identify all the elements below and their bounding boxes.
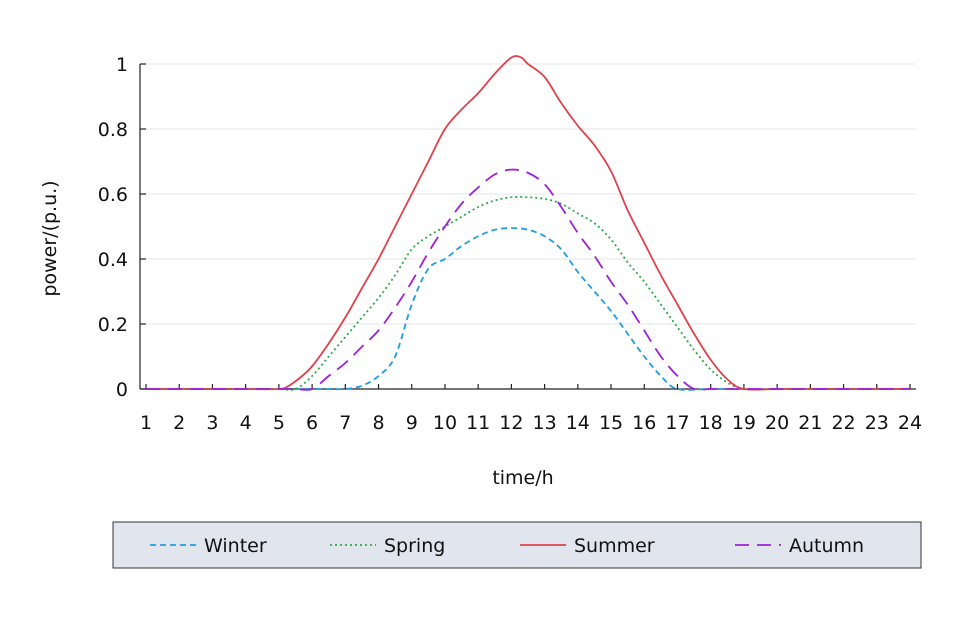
x-tick-label: 8	[372, 412, 384, 434]
x-tick-label: 2	[173, 412, 185, 434]
series-line-autumn	[146, 168, 910, 391]
axes	[139, 63, 916, 390]
legend-label-autumn: Autumn	[789, 535, 864, 557]
x-tick-label: 14	[566, 412, 590, 434]
series-line-summer	[146, 55, 910, 391]
x-tick-label: 1	[140, 412, 152, 434]
y-tick-label: 0	[116, 379, 128, 401]
legend-label-spring: Spring	[384, 535, 445, 557]
x-tick-label: 21	[798, 412, 822, 434]
y-tick-label: 0.2	[98, 314, 128, 336]
legend: Winter Spring Summer Autumn	[112, 521, 922, 569]
x-tick-label: 17	[665, 412, 689, 434]
x-tick-label: 6	[306, 412, 318, 434]
x-tick-label: 7	[339, 412, 351, 434]
x-tick-label: 5	[273, 412, 285, 434]
x-tick-label: 11	[466, 412, 490, 434]
y-axis-title: power/(p.u.)	[39, 180, 61, 296]
grid	[140, 63, 916, 325]
y-tick-label: 0.4	[98, 249, 128, 271]
legend-label-summer: Summer	[574, 535, 655, 557]
x-tick-label: 16	[632, 412, 656, 434]
x-tick-label: 18	[699, 412, 723, 434]
series-line-winter	[146, 227, 910, 391]
x-tick-label: 12	[499, 412, 523, 434]
x-tick-label: 9	[406, 412, 418, 434]
x-tick-label: 15	[599, 412, 623, 434]
x-tick-label: 10	[433, 412, 457, 434]
series-lines	[146, 55, 910, 391]
x-tick-label: 4	[240, 412, 252, 434]
x-tick-label: 23	[865, 412, 889, 434]
tick-labels: 00.20.40.60.811 2 3 4 5 6 7 8 9 10 11 12 13 14 15 16 17 1…	[98, 54, 922, 434]
y-tick-label: 0.8	[98, 119, 128, 141]
x-axis-title: time/h	[492, 467, 553, 489]
legend-box	[112, 521, 922, 569]
x-tick-label: 20	[765, 412, 789, 434]
y-tick-label: 1	[116, 54, 128, 76]
y-tick-label: 0.6	[98, 184, 128, 206]
series-line-spring	[146, 196, 910, 391]
x-tick-label: 22	[831, 412, 855, 434]
x-tick-label: 13	[533, 412, 557, 434]
x-tick-label: 24	[898, 412, 922, 434]
legend-items: Winter Spring Summer Autumn	[150, 535, 864, 557]
x-tick-label: 19	[732, 412, 756, 434]
x-tick-label: 3	[206, 412, 218, 434]
legend-label-winter: Winter	[204, 535, 267, 557]
